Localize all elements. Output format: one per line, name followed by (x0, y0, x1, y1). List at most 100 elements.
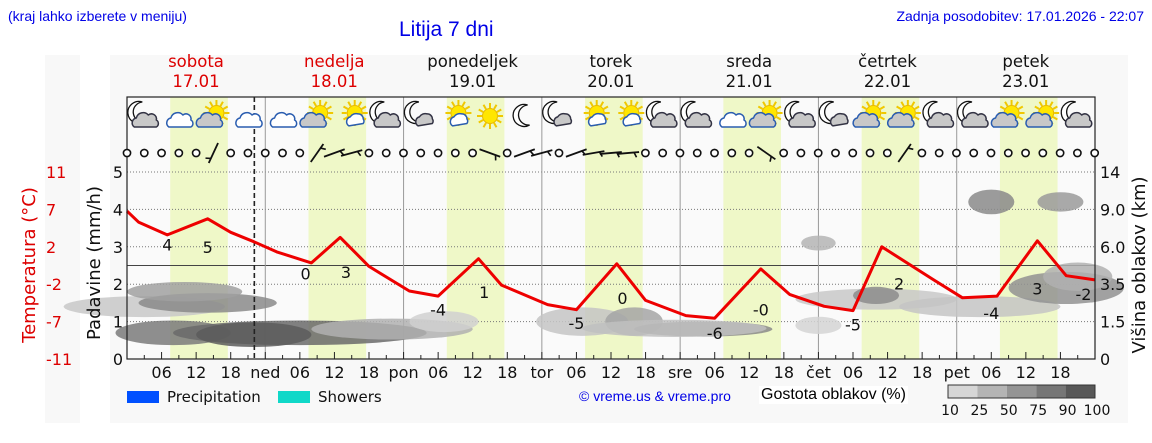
day-name: ponedeljek (427, 52, 518, 71)
x-day-label: sre (668, 363, 692, 382)
calm-wind-icon (1021, 148, 1030, 158)
x-hour-label: 18 (774, 363, 794, 382)
x-hour-label: 18 (912, 363, 932, 382)
sun-ray (482, 122, 487, 128)
wind-feather (907, 147, 914, 151)
daylight-band (170, 97, 228, 359)
cloud-density-tick: 25 (970, 403, 988, 419)
daylight-band (308, 97, 367, 359)
temperature-line (125, 210, 1096, 320)
x-day-label: pon (389, 363, 419, 382)
day-header-petek: petek 23.01 (957, 52, 1095, 92)
moon-cloud-icon (956, 100, 989, 128)
cloud-density-area (795, 316, 842, 334)
temperature-label: -0 (753, 301, 769, 320)
sun-ray (342, 105, 349, 110)
sun-ray (493, 104, 498, 110)
wind-shaft (513, 148, 536, 158)
sun-ray (879, 105, 886, 110)
sun-ray (222, 116, 229, 121)
cloud-density-area (1037, 192, 1084, 212)
sun-ray (910, 101, 916, 107)
sun-ray (493, 122, 498, 128)
wind-feather (529, 150, 535, 156)
wind-shaft (599, 151, 622, 155)
cloud-icon (166, 111, 194, 128)
calm-wind-icon (641, 148, 650, 158)
wind-feather (205, 157, 211, 160)
precipitation-label: Precipitation (167, 388, 261, 406)
calm-wind-icon (1055, 148, 1065, 158)
calm-wind-icon (1090, 148, 1100, 158)
precip-tick: 3 (113, 238, 123, 257)
sun-ray (209, 101, 214, 107)
cloud-height-tick: 14 (1100, 163, 1120, 182)
cloud-shape (553, 112, 573, 127)
day-date: 22.01 (863, 72, 912, 91)
calm-wind-icon (934, 148, 944, 158)
wind-feather (339, 150, 345, 156)
copyright-link[interactable]: © vreme.us & vreme.pro (579, 388, 731, 404)
sun-ray (637, 105, 644, 110)
sun-ray (496, 108, 502, 113)
calm-wind-icon (727, 148, 737, 158)
cloud-density-swatch (948, 385, 978, 398)
temperature-label: 3 (1032, 279, 1042, 298)
cloud-shape (748, 111, 777, 128)
wind-barb-icon (617, 151, 640, 158)
sun-ray (361, 105, 367, 110)
moon-cloud-icon (369, 100, 402, 128)
calm-wind-icon (658, 148, 668, 158)
day-header-sobota: sobota 17.01 (127, 52, 265, 92)
sun-ray (896, 105, 902, 110)
calm-wind-icon (917, 148, 927, 158)
moon-small-cloud-icon (818, 100, 849, 127)
moon-icon (512, 103, 530, 128)
sun-ray (222, 105, 229, 110)
cloud-height-tick: 6.0 (1100, 238, 1125, 257)
daylight-band (999, 97, 1058, 359)
legend-precipitation: Precipitation (127, 388, 261, 406)
temperature-label: 2 (894, 274, 904, 293)
wind-feather (633, 152, 638, 158)
cloud-density-swatch (977, 385, 1007, 398)
x-hour-label: 06 (705, 363, 725, 382)
sun-ray (219, 101, 224, 107)
day-name: sreda (726, 52, 773, 71)
precip-tick: 2 (113, 275, 123, 294)
page-title: Litija 7 dni (399, 18, 494, 41)
x-hour-label: 06 (843, 363, 863, 382)
moon-cloud-icon (784, 100, 816, 128)
calm-wind-icon (1003, 148, 1013, 158)
x-hour-label: 06 (566, 363, 586, 382)
wind-feather (546, 150, 552, 157)
calm-wind-icon (969, 148, 979, 158)
wind-barb-icon (310, 143, 326, 163)
sun-ray (879, 116, 886, 121)
sun-icon (477, 103, 503, 129)
calm-wind-icon (295, 148, 305, 158)
sun-ray (1034, 105, 1040, 110)
sun-ray (914, 116, 920, 121)
calm-wind-icon (191, 148, 201, 158)
moon-cloud-icon (922, 100, 955, 128)
cloud-density-area (899, 296, 1061, 318)
cloud-icon (269, 111, 298, 128)
sun-small-cloud-icon (445, 100, 472, 127)
calm-wind-icon (122, 148, 132, 158)
calm-wind-icon (848, 148, 858, 158)
cloud-shape (719, 111, 747, 128)
cloud-height-axis-title: Višina oblakov (km) (1129, 176, 1150, 353)
x-hour-label: 18 (635, 363, 655, 382)
sun-small-cloud-icon (618, 100, 645, 127)
region-hint: (kraj lahko izberete v meniju) (8, 8, 187, 24)
temperature-tick: 2 (46, 238, 56, 257)
sun-ray (461, 101, 466, 107)
x-hour-label: 12 (739, 363, 759, 382)
sun-ray (775, 116, 782, 121)
sun-ray (326, 105, 332, 110)
wind-barb-icon (530, 149, 553, 157)
x-hour-label: 12 (877, 363, 897, 382)
wind-shaft (340, 149, 363, 157)
cloud-density-swatch (1065, 385, 1095, 398)
